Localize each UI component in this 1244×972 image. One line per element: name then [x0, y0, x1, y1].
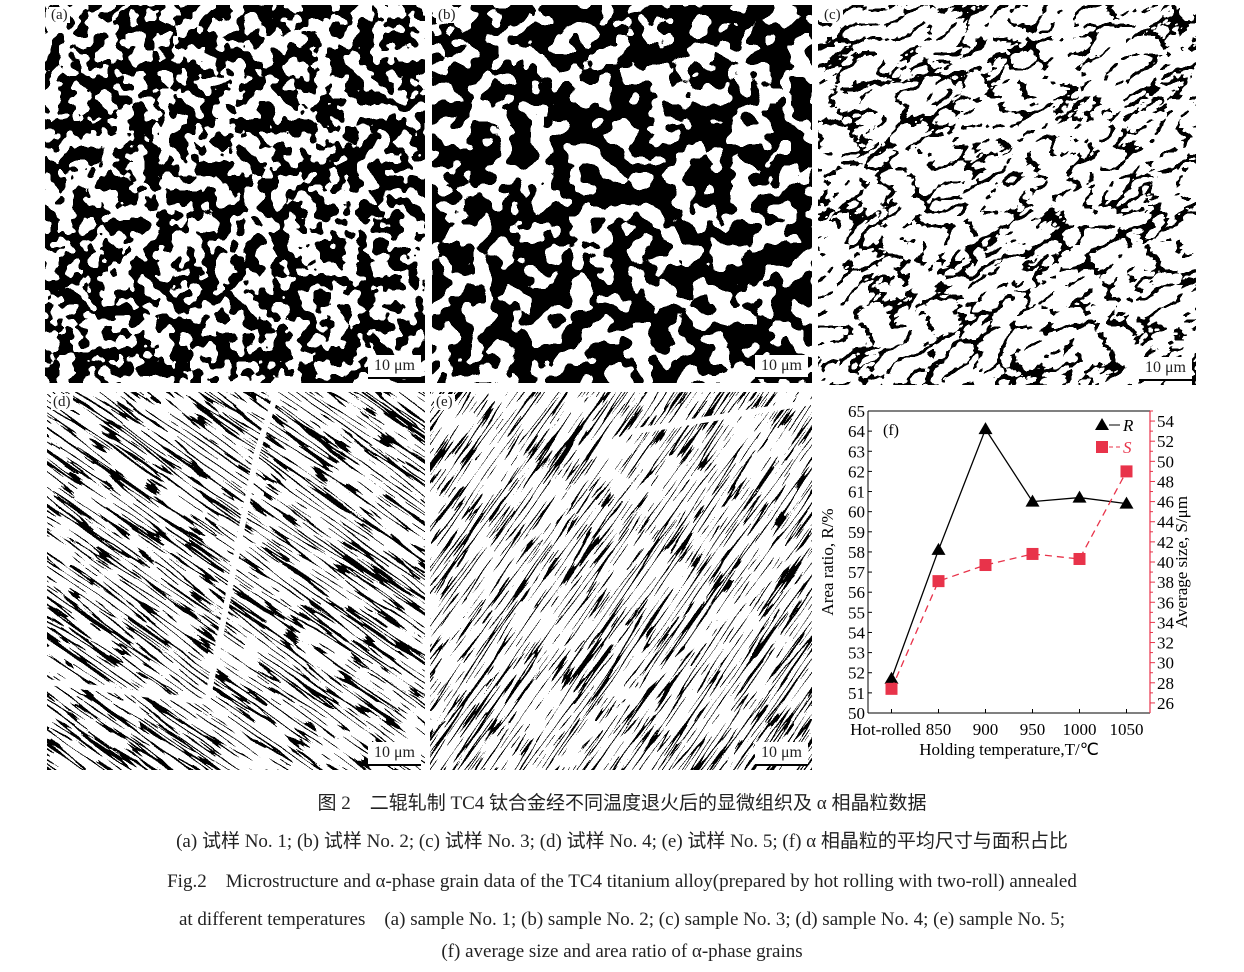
- panel-label: (f): [883, 422, 899, 439]
- y-tick-label: 61: [848, 483, 865, 502]
- scale-bar: 10 μm: [367, 355, 421, 379]
- y-tick-label: 60: [848, 503, 865, 522]
- x-tick-label: Hot-rolled: [850, 720, 921, 739]
- data-point-R: [884, 671, 899, 684]
- y-tick-label: 58: [848, 543, 865, 562]
- panel-label: (b): [436, 7, 458, 23]
- micrograph-image: [430, 392, 812, 770]
- panel-label: (d): [51, 394, 73, 410]
- data-point-S: [1026, 547, 1039, 560]
- caption-en-line1: Fig.2 Microstructure and α-phase grain d…: [167, 871, 1077, 892]
- y-right-tick-label: 28: [1157, 674, 1174, 693]
- y-tick-label: 64: [848, 422, 866, 441]
- y-tick-label: 55: [848, 603, 865, 622]
- data-point-R: [1072, 490, 1087, 503]
- caption-en-line2: at different temperatures (a) sample No.…: [178, 909, 1066, 930]
- y-right-tick-label: 44: [1157, 513, 1175, 532]
- y-right-tick-label: 50: [1157, 452, 1174, 471]
- data-point-S: [1120, 465, 1133, 478]
- y-right-tick-label: 40: [1157, 553, 1174, 572]
- data-point-S: [979, 559, 992, 572]
- caption-cn-title: 图 2 二辊轧制 TC4 钛合金经不同温度退火后的显微组织及 α 相晶粒数据: [317, 793, 927, 814]
- micrograph-image: [47, 392, 425, 770]
- panel-label: (e): [434, 394, 455, 410]
- y-tick-label: 65: [848, 402, 865, 421]
- x-tick-label: 850: [926, 720, 952, 739]
- y-right-tick-label: 32: [1157, 634, 1174, 653]
- x-tick-label: 950: [1020, 720, 1046, 739]
- y-tick-label: 56: [848, 583, 865, 602]
- scale-bar: 10 μm: [754, 355, 808, 379]
- data-point-R: [931, 542, 946, 555]
- y-right-tick-label: 46: [1157, 493, 1174, 512]
- y-tick-label: 51: [848, 684, 865, 703]
- y-tick-label: 53: [848, 644, 865, 663]
- legend-label-R: R: [1122, 416, 1134, 435]
- panel-label: (c): [822, 7, 843, 23]
- data-point-S: [932, 575, 945, 588]
- data-point-R: [1119, 496, 1134, 509]
- y-tick-label: 50: [848, 704, 865, 723]
- micrograph-d: (d) 10 μm: [47, 392, 425, 770]
- caption-en-line3: (f) average size and area ratio of α-pha…: [441, 941, 803, 962]
- scale-bar: 10 μm: [1138, 357, 1192, 381]
- y-right-tick-label: 38: [1157, 573, 1174, 592]
- y-axis-right-label: Average size, S/μm: [1172, 496, 1191, 628]
- scale-bar: 10 μm: [754, 742, 808, 766]
- x-tick-label: 900: [973, 720, 999, 739]
- x-axis-label: Holding temperature,T/℃: [919, 740, 1099, 759]
- panel-label: (a): [49, 7, 70, 23]
- y-right-tick-label: 54: [1157, 412, 1175, 431]
- micrograph-e: (e) 10 μm: [430, 392, 812, 770]
- data-point-R: [1025, 494, 1040, 507]
- y-right-tick-label: 26: [1157, 694, 1174, 713]
- x-tick-label: 1050: [1110, 720, 1144, 739]
- legend-marker-S: [1096, 441, 1108, 453]
- y-right-tick-label: 42: [1157, 533, 1174, 552]
- legend-marker-R: [1095, 418, 1109, 430]
- data-point-S: [885, 682, 898, 695]
- y-tick-label: 52: [848, 664, 865, 683]
- y-right-tick-label: 36: [1157, 593, 1174, 612]
- y-tick-label: 57: [848, 563, 866, 582]
- y-right-tick-label: 52: [1157, 432, 1174, 451]
- chart-f: (f) Holding temperature,T/℃ Area ratio, …: [818, 402, 1191, 759]
- y-right-tick-label: 34: [1157, 613, 1175, 632]
- y-tick-label: 62: [848, 462, 865, 481]
- micrograph-image: [45, 5, 425, 383]
- micrograph-b: (b) 10 μm: [432, 5, 812, 383]
- y-right-tick-label: 48: [1157, 472, 1174, 491]
- y-tick-label: 59: [848, 523, 865, 542]
- y-right-tick-label: 30: [1157, 654, 1174, 673]
- micrograph-image: [432, 5, 812, 383]
- micrograph-a: (a) 10 μm: [45, 5, 425, 383]
- data-point-R: [978, 422, 993, 435]
- micrograph-image: [818, 5, 1196, 385]
- y-axis-label: Area ratio, R/%: [818, 508, 837, 615]
- x-tick-label: 1000: [1063, 720, 1097, 739]
- series-line-R: [890, 427, 1127, 679]
- y-tick-label: 63: [848, 442, 865, 461]
- series-line-S: [890, 471, 1128, 690]
- legend-label-S: S: [1123, 438, 1132, 457]
- caption-cn-sub: (a) 试样 No. 1; (b) 试样 No. 2; (c) 试样 No. 3…: [176, 831, 1068, 852]
- y-tick-label: 54: [848, 623, 866, 642]
- micrograph-c: (c) 10 μm: [818, 5, 1196, 385]
- data-point-S: [1073, 552, 1086, 565]
- scale-bar: 10 μm: [367, 742, 421, 766]
